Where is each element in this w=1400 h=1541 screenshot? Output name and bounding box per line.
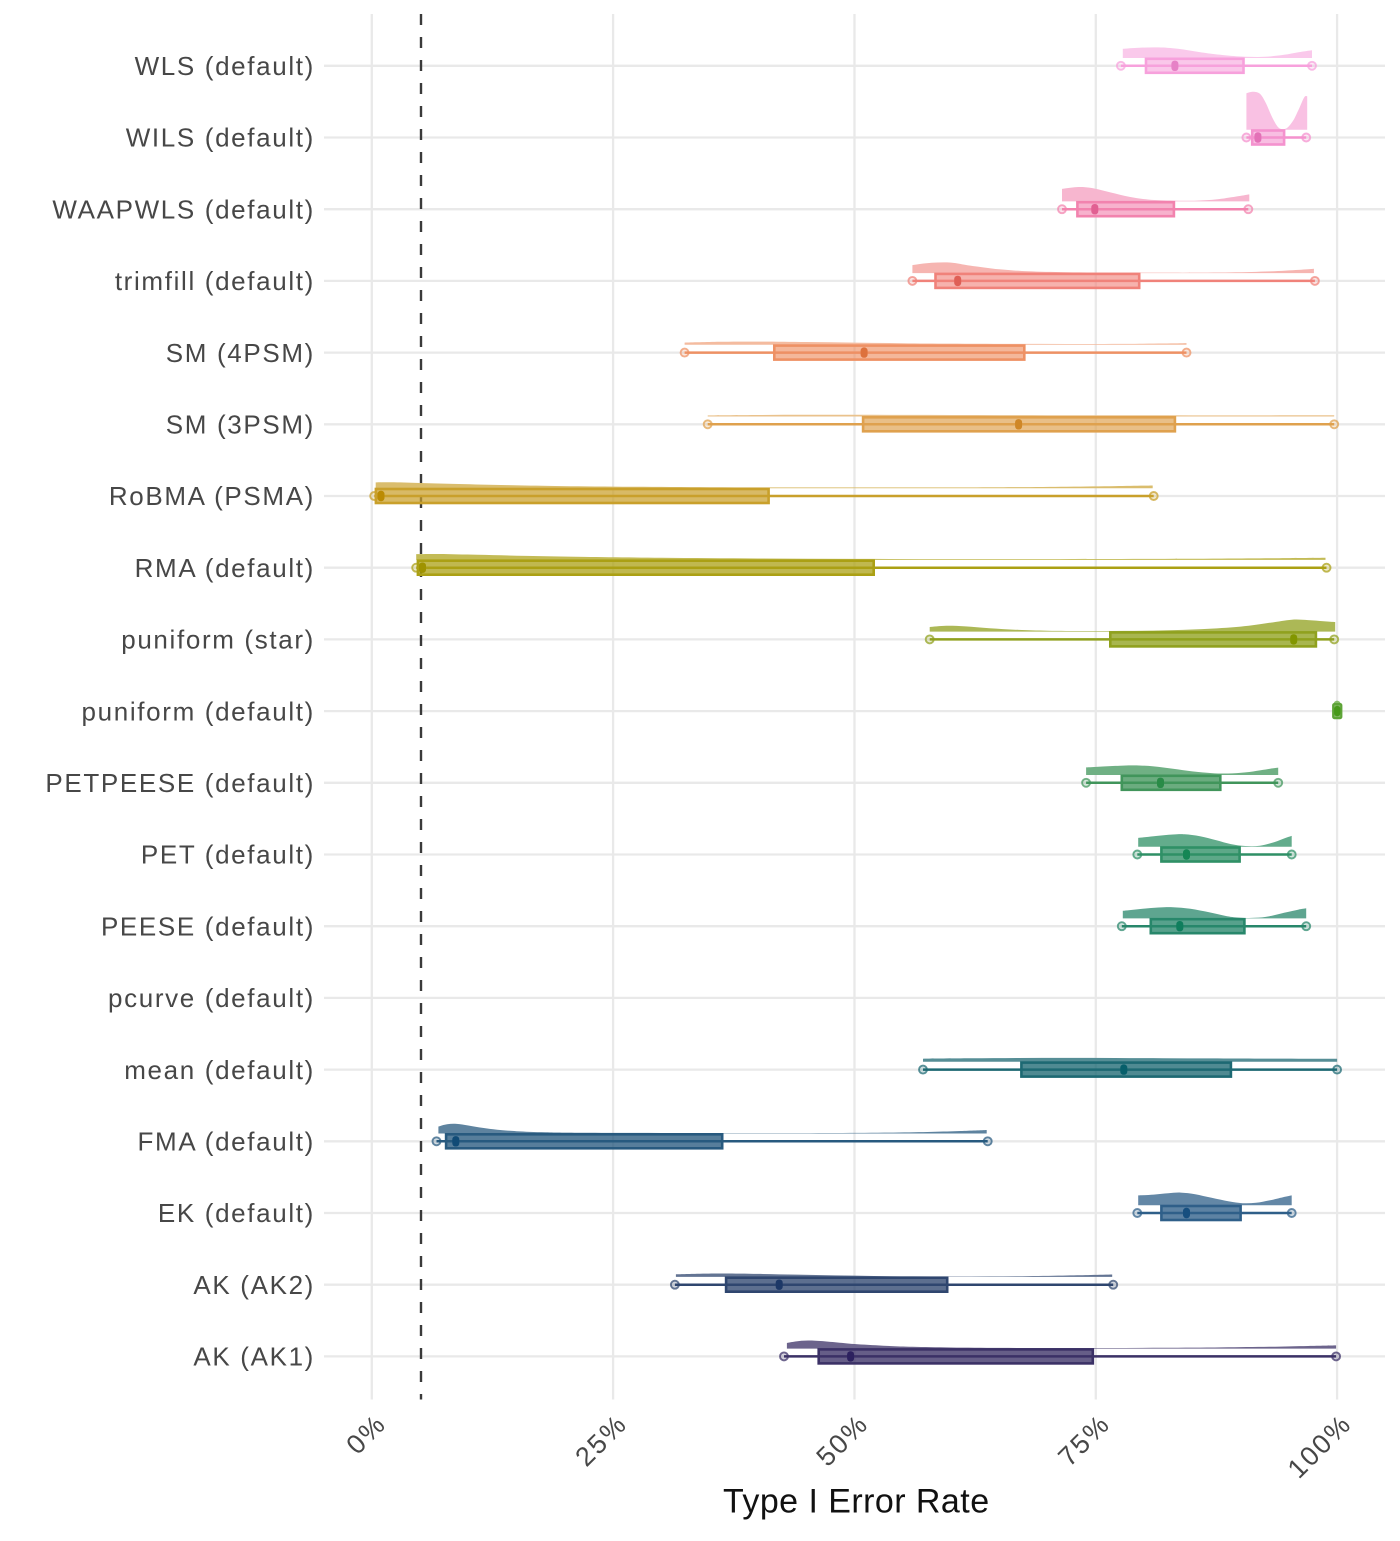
svg-text:PETPEESE (default): PETPEESE (default) xyxy=(45,768,315,798)
svg-text:WILS (default): WILS (default) xyxy=(126,123,315,153)
svg-text:pcurve (default): pcurve (default) xyxy=(108,983,315,1013)
svg-text:AK (AK2): AK (AK2) xyxy=(193,1270,315,1300)
svg-text:mean (default): mean (default) xyxy=(124,1055,315,1085)
svg-text:RMA (default): RMA (default) xyxy=(135,553,315,583)
svg-text:Type I Error Rate: Type I Error Rate xyxy=(723,1483,990,1521)
svg-text:SM (4PSM): SM (4PSM) xyxy=(166,338,315,368)
svg-text:RoBMA (PSMA): RoBMA (PSMA) xyxy=(109,481,315,511)
svg-text:WLS (default): WLS (default) xyxy=(135,51,315,81)
svg-text:EK (default): EK (default) xyxy=(158,1198,315,1228)
svg-text:AK (AK1): AK (AK1) xyxy=(193,1342,315,1372)
svg-text:FMA (default): FMA (default) xyxy=(137,1127,315,1157)
svg-text:trimfill (default): trimfill (default) xyxy=(115,266,315,296)
svg-text:puniform (star): puniform (star) xyxy=(121,625,315,655)
svg-text:WAAPWLS (default): WAAPWLS (default) xyxy=(52,194,315,224)
svg-text:PET (default): PET (default) xyxy=(141,840,315,870)
svg-text:puniform (default): puniform (default) xyxy=(82,696,315,726)
svg-text:SM (3PSM): SM (3PSM) xyxy=(166,410,315,440)
svg-text:PEESE (default): PEESE (default) xyxy=(101,911,315,941)
